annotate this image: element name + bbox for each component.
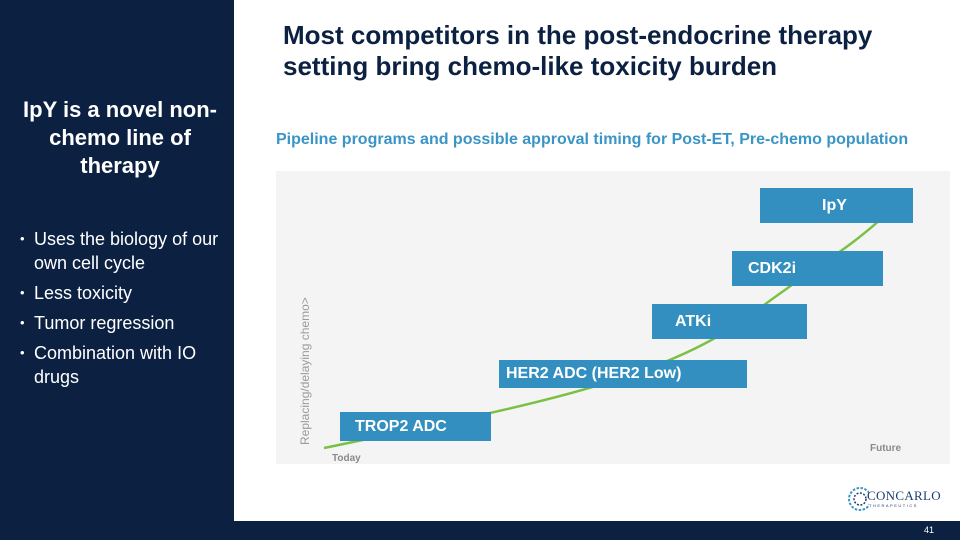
chart-title: Pipeline programs and possible approval … xyxy=(276,131,909,148)
bullet-item: Combination with IO drugs xyxy=(20,341,225,389)
bullet-item: Uses the biology of our own cell cycle xyxy=(20,227,225,275)
bullet-item: Tumor regression xyxy=(20,311,225,335)
logo-name: CONCARLO xyxy=(867,488,941,503)
program-box-cdk2i: CDK2i xyxy=(732,251,883,286)
footer-bar xyxy=(234,521,960,540)
sidebar-heading: IpY is a novel non-chemo line of therapy xyxy=(23,97,217,178)
program-box-her2-adc: HER2 ADC (HER2 Low) xyxy=(499,360,747,388)
slide-number: 41 xyxy=(923,525,934,535)
slide-title: Most competitors in the post-endocrine t… xyxy=(283,20,873,81)
logo-tagline: THERAPEUTICS xyxy=(869,503,918,508)
company-logo: CONCARLO THERAPEUTICS xyxy=(847,484,941,514)
x-axis-end-label: Future xyxy=(870,443,902,454)
x-axis-start-label: Today xyxy=(332,453,361,464)
bullet-item: Less toxicity xyxy=(20,281,225,305)
sidebar-bullet-list: Uses the biology of our own cell cycle L… xyxy=(20,227,225,395)
y-axis-label: Replacing/delaying chemo> xyxy=(298,297,312,445)
program-box-ipy: IpY xyxy=(760,188,913,223)
program-box-trop2-adc: TROP2 ADC xyxy=(340,412,491,441)
logo-mark-icon xyxy=(848,487,869,511)
program-box-atki: ATKi xyxy=(652,304,807,339)
